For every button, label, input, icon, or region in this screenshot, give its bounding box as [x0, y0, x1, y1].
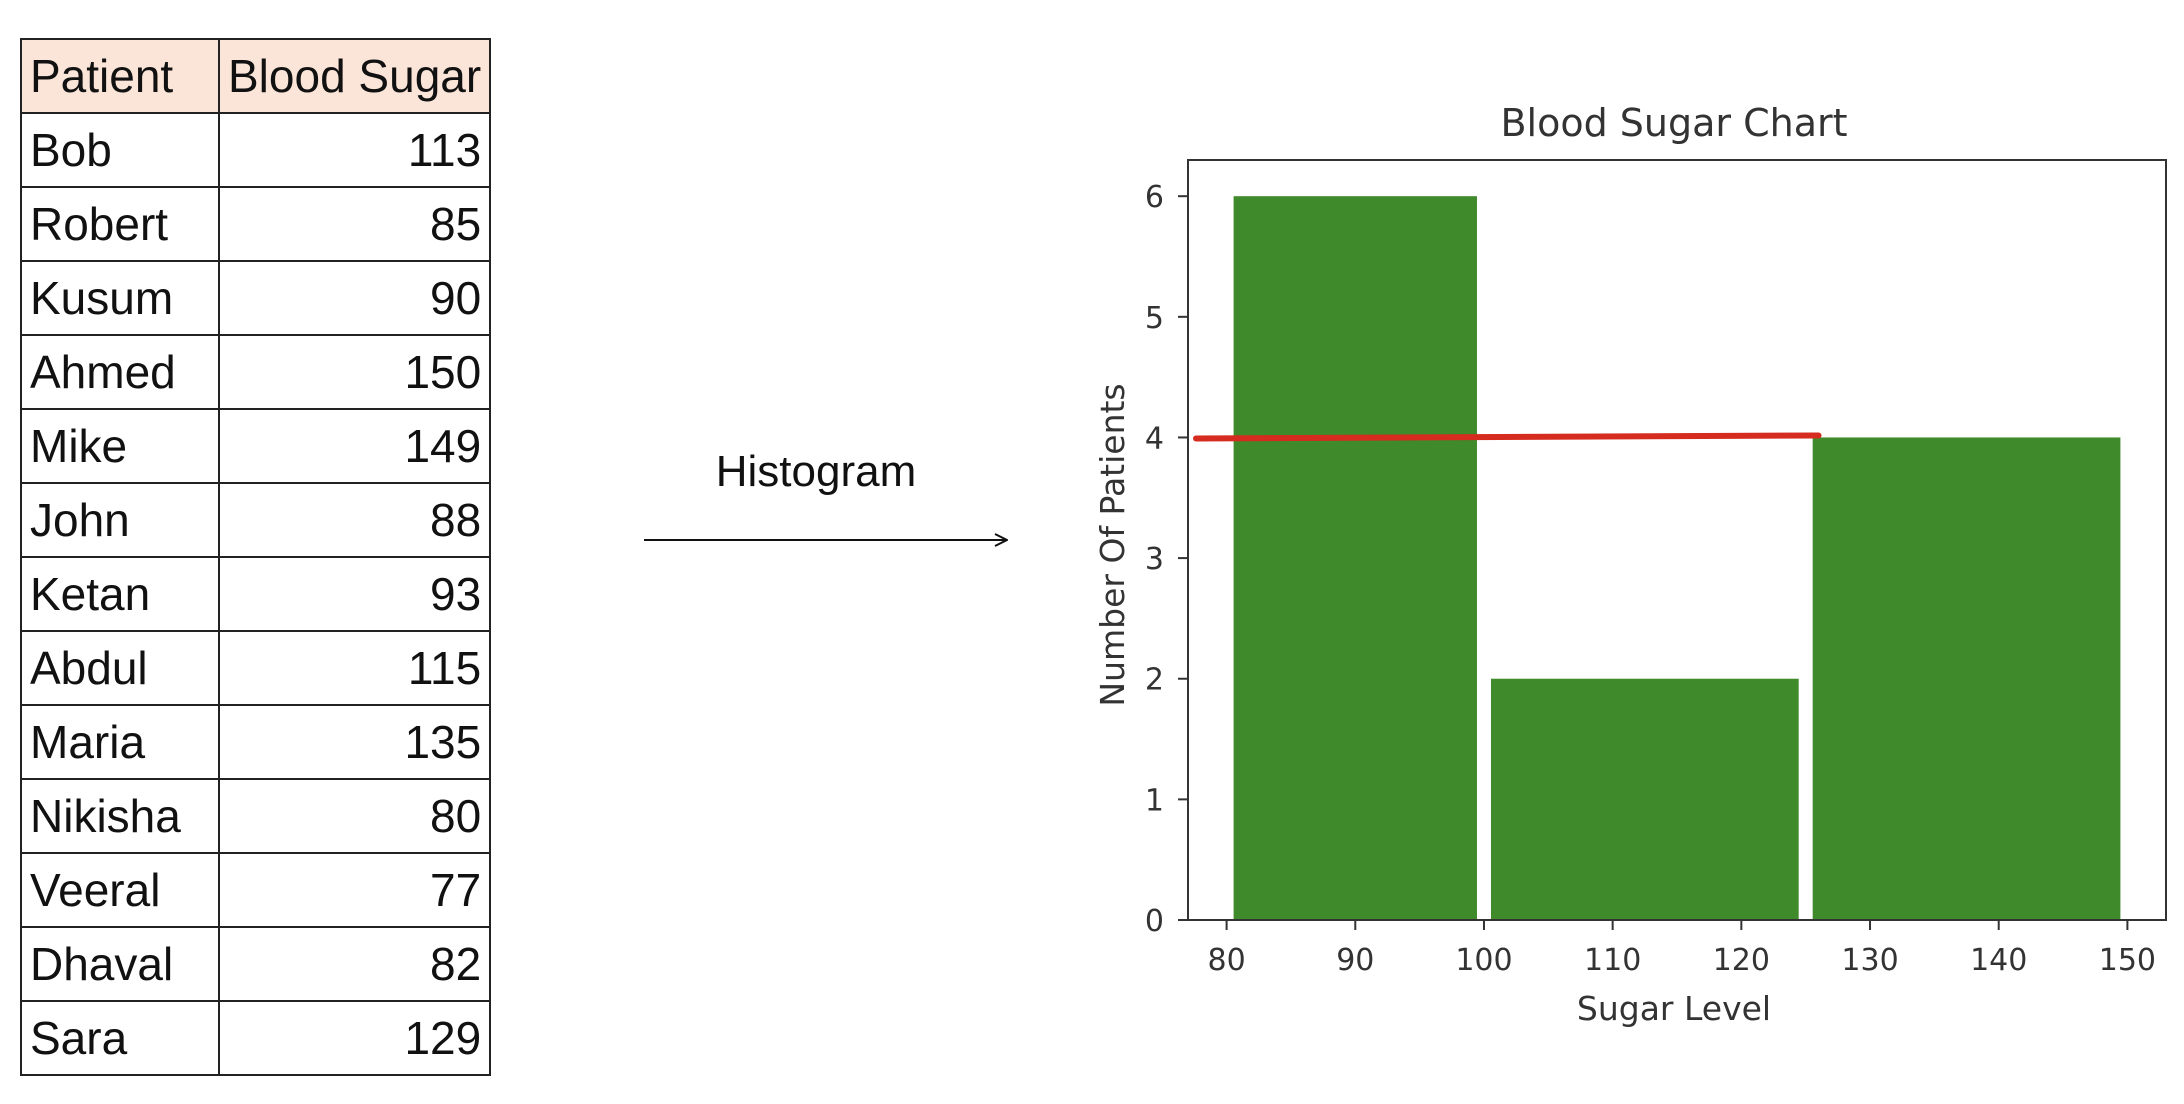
x-tick-label: 80 — [1208, 943, 1246, 978]
annotation-line — [1193, 432, 1822, 442]
patient-name-cell: Ahmed — [20, 334, 220, 410]
y-axis-label: Number Of Patients — [1093, 383, 1132, 706]
patient-name-cell: Mike — [20, 408, 220, 484]
table-row: Nikisha 80 — [20, 778, 492, 854]
patient-name-cell: Nikisha — [20, 778, 220, 854]
x-axis-label: Sugar Level — [1577, 989, 1771, 1028]
chart-title: Blood Sugar Chart — [1500, 101, 1847, 145]
x-tick-label: 110 — [1584, 943, 1641, 978]
table-row: Veeral 77 — [20, 852, 492, 928]
header-patient: Patient — [20, 38, 220, 114]
patient-table: Patient Blood Sugar Bob 113 Robert 85 Kusum 9… — [20, 38, 492, 1076]
table-header-row: Patient Blood Sugar — [20, 38, 492, 114]
table-row: Ahmed 150 — [20, 334, 492, 410]
patient-name-cell: Ketan — [20, 556, 220, 632]
x-tick-label: 140 — [1970, 943, 2027, 978]
plot-frame — [1187, 159, 2167, 921]
x-tick-label: 150 — [2099, 943, 2156, 978]
table-row: Mike 149 — [20, 408, 492, 484]
blood-sugar-cell: 115 — [217, 630, 492, 706]
patient-name-cell: Sara — [20, 1000, 220, 1076]
blood-sugar-cell: 77 — [217, 852, 492, 928]
x-tick-label: 120 — [1713, 943, 1770, 978]
header-blood-sugar: Blood Sugar — [217, 38, 492, 114]
histogram-bar-2 — [1490, 678, 1799, 920]
y-tick-label: 0 — [1145, 904, 1164, 939]
patient-name-cell: Robert — [20, 186, 220, 262]
x-tick-label: 130 — [1841, 943, 1898, 978]
patient-name-cell: Abdul — [20, 630, 220, 706]
y-tick-label: 3 — [1145, 542, 1164, 577]
x-tick-label: 100 — [1455, 943, 1512, 978]
blood-sugar-cell: 113 — [217, 112, 492, 188]
patient-name-cell: Maria — [20, 704, 220, 780]
blood-sugar-cell: 135 — [217, 704, 492, 780]
blood-sugar-cell: 80 — [217, 778, 492, 854]
y-tick-label: 6 — [1145, 180, 1164, 215]
patient-name-cell: John — [20, 482, 220, 558]
patient-name-cell: Bob — [20, 112, 220, 188]
table-row: Maria 135 — [20, 704, 492, 780]
patient-name-cell: Dhaval — [20, 926, 220, 1002]
blood-sugar-cell: 129 — [217, 1000, 492, 1076]
table-row: Ketan 93 — [20, 556, 492, 632]
histogram-label: Histogram — [716, 447, 917, 496]
y-tick-label: 1 — [1145, 783, 1164, 818]
table-row: Sara 129 — [20, 1000, 492, 1076]
y-tick-label: 4 — [1145, 421, 1164, 456]
table-row: Dhaval 82 — [20, 926, 492, 1002]
patient-name-cell: Veeral — [20, 852, 220, 928]
blood-sugar-cell: 82 — [217, 926, 492, 1002]
blood-sugar-cell: 150 — [217, 334, 492, 410]
table-body: Bob 113 Robert 85 Kusum 90 Ahmed 150 Mike 149 John… — [20, 112, 492, 1076]
y-tick-label: 5 — [1145, 301, 1164, 336]
histogram-bar-1 — [1233, 196, 1477, 920]
blood-sugar-cell: 149 — [217, 408, 492, 484]
patient-name-cell: Kusum — [20, 260, 220, 336]
histogram-chart: Blood Sugar Chart Sugar Level Number Of … — [1093, 101, 2167, 1028]
x-tick-label: 90 — [1336, 943, 1374, 978]
table-row: Abdul 115 — [20, 630, 492, 706]
blood-sugar-cell: 88 — [217, 482, 492, 558]
y-tick-label: 2 — [1145, 663, 1164, 698]
histogram-bar-3 — [1812, 437, 2121, 920]
table-row: Bob 113 — [20, 112, 492, 188]
table-row: Kusum 90 — [20, 260, 492, 336]
blood-sugar-cell: 85 — [217, 186, 492, 262]
blood-sugar-cell: 90 — [217, 260, 492, 336]
blood-sugar-cell: 93 — [217, 556, 492, 632]
table-row: John 88 — [20, 482, 492, 558]
table-row: Robert 85 — [20, 186, 492, 262]
